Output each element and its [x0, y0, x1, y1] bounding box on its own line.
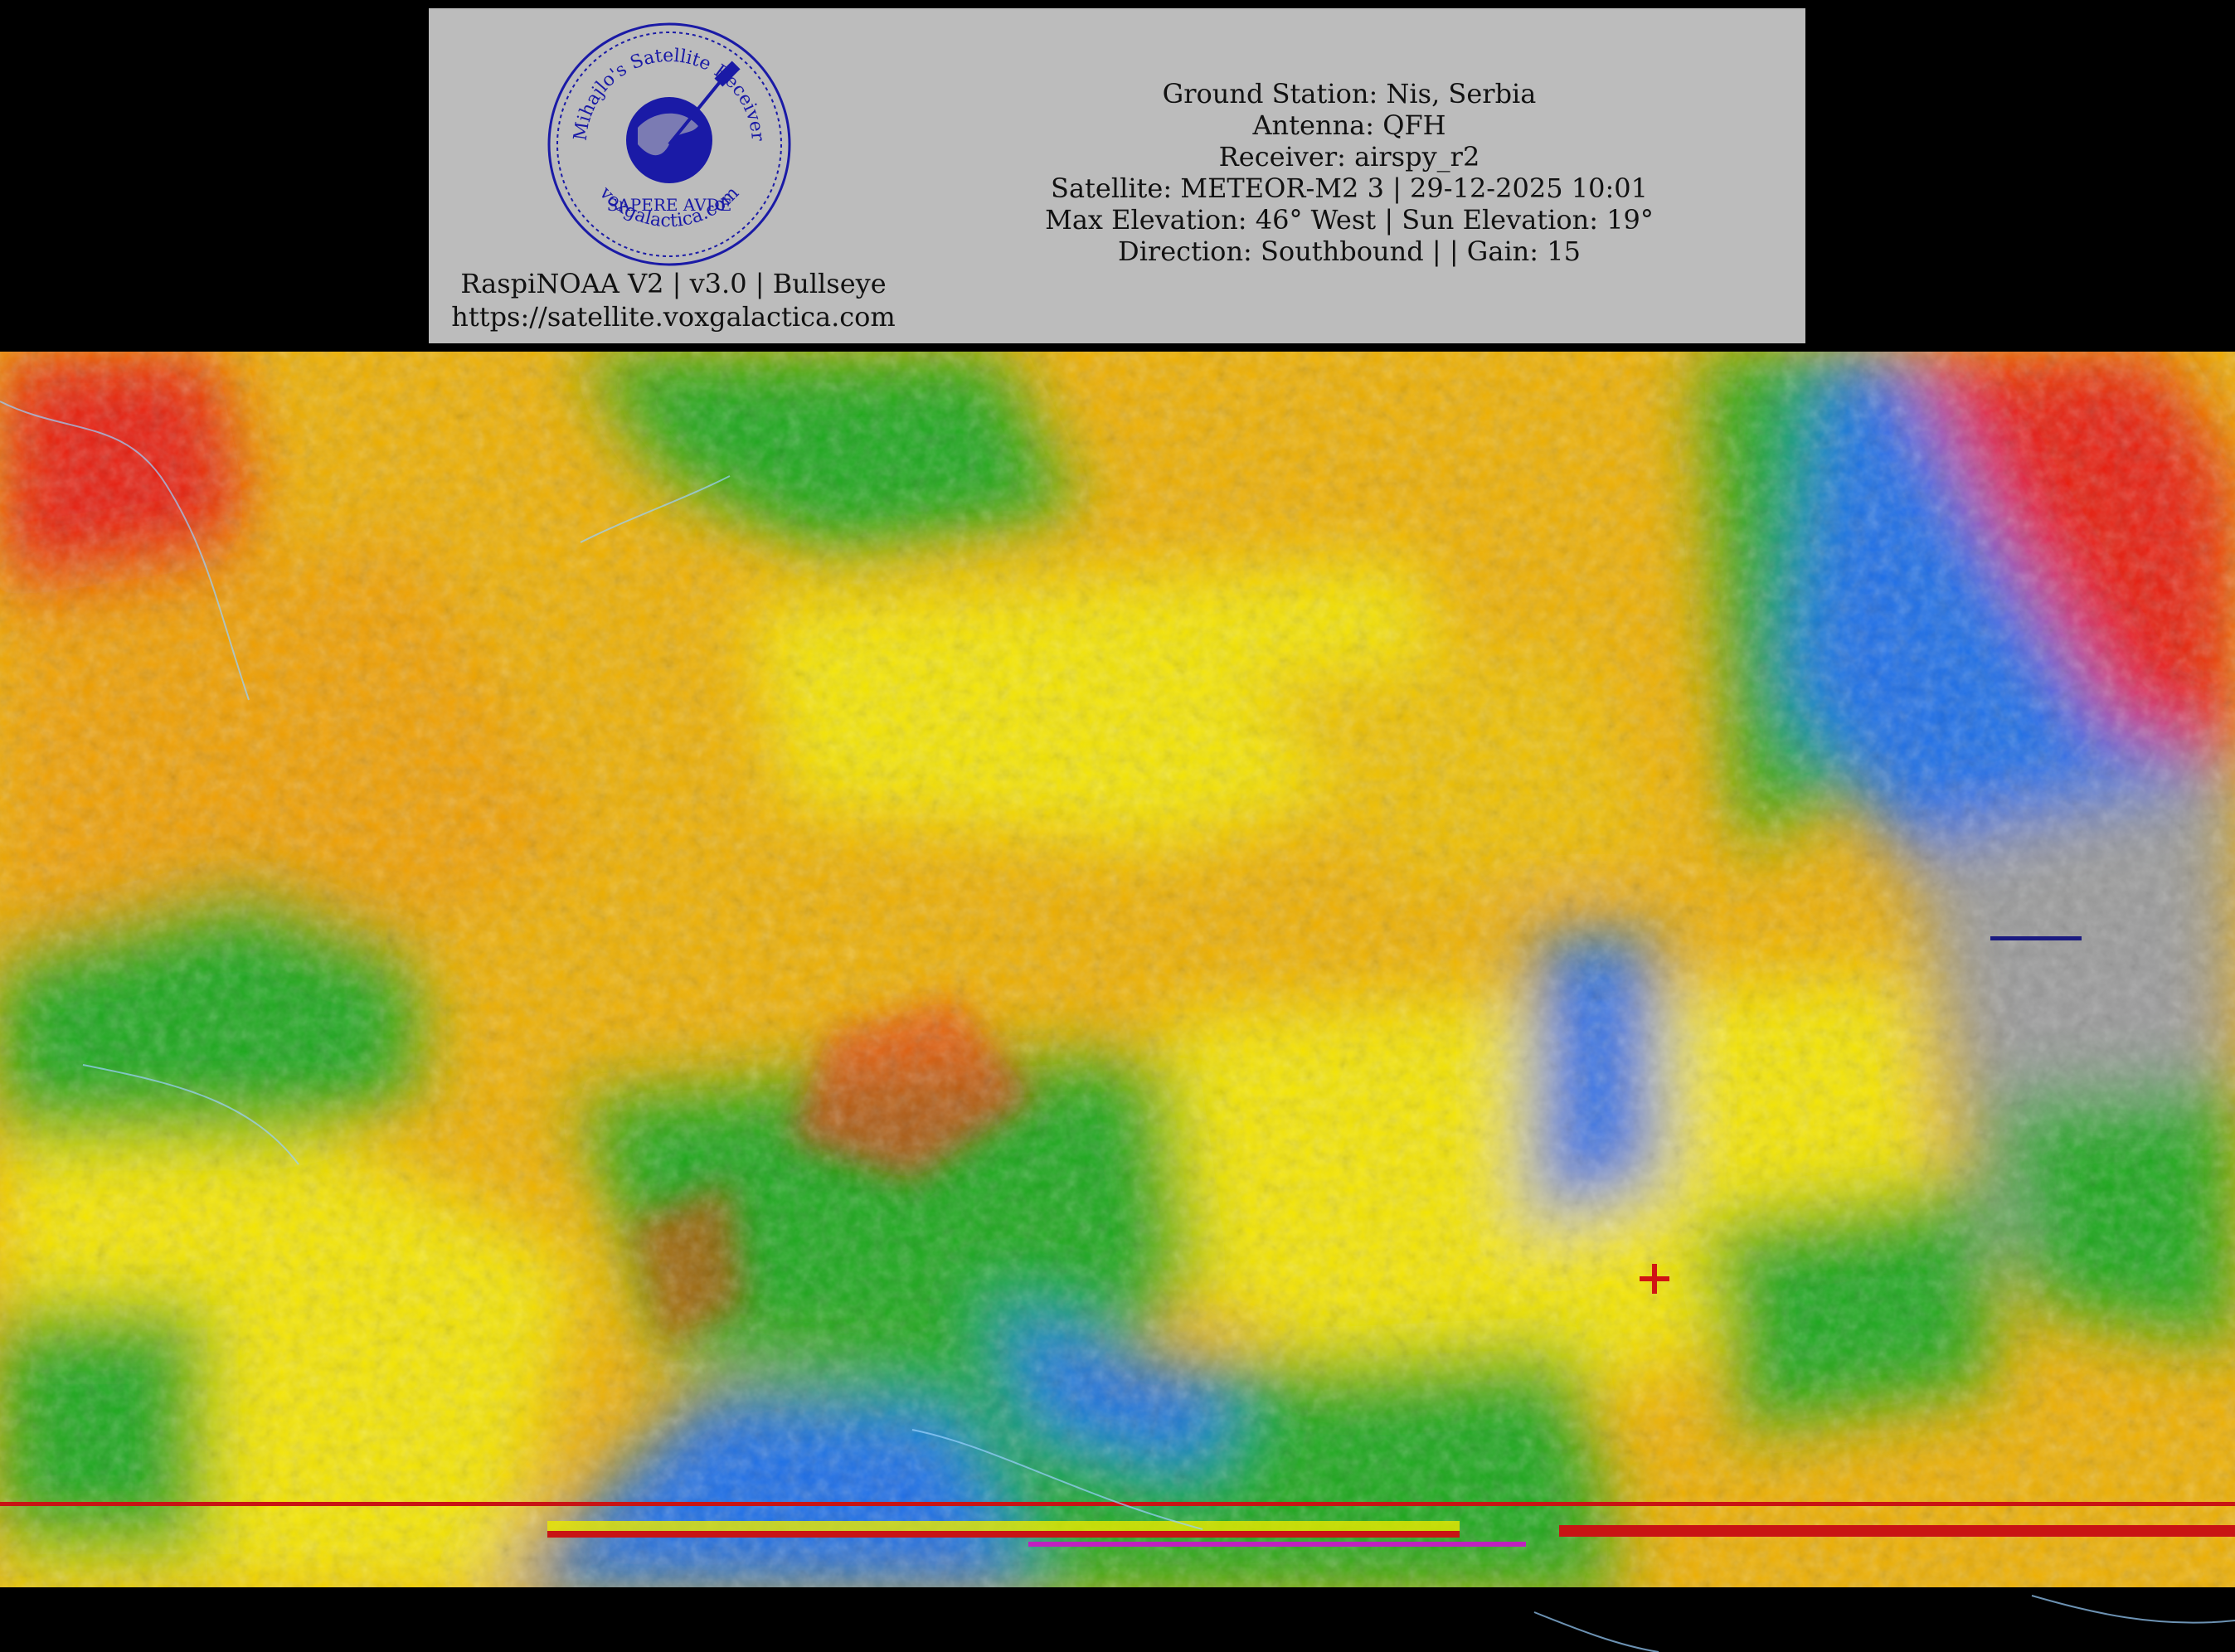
- ground-station-seal-logo: Mihajlo's Satellite Receiver SAPERE AVDE…: [547, 22, 791, 266]
- satellite-line: Satellite: METEOR-M2 3 | 29-12-2025 10:0…: [1051, 172, 1648, 204]
- station-crosshair-icon: [1640, 1264, 1669, 1294]
- svg-text:SAPERE AVDE: SAPERE AVDE: [607, 195, 732, 215]
- info-header: Mihajlo's Satellite Receiver SAPERE AVDE…: [429, 8, 1805, 343]
- pass-info-block: Ground Station: Nis, Serbia Antenna: QFH…: [910, 78, 1789, 267]
- receiver-line: Receiver: airspy_r2: [1218, 141, 1480, 172]
- ground-station-line: Ground Station: Nis, Serbia: [1162, 78, 1537, 109]
- direction-gain-line: Direction: Southbound | | Gain: 15: [1118, 236, 1581, 267]
- software-footer: RaspiNOAA V2 | v3.0 | Bullseye https://s…: [429, 267, 918, 333]
- website-link-text: https://satellite.voxgalactica.com: [451, 301, 896, 333]
- software-version-text: RaspiNOAA V2 | v3.0 | Bullseye: [460, 268, 887, 299]
- satellite-false-color-image: [0, 352, 2235, 1652]
- elevation-line: Max Elevation: 46° West | Sun Elevation:…: [1045, 204, 1654, 236]
- antenna-line: Antenna: QFH: [1252, 109, 1446, 141]
